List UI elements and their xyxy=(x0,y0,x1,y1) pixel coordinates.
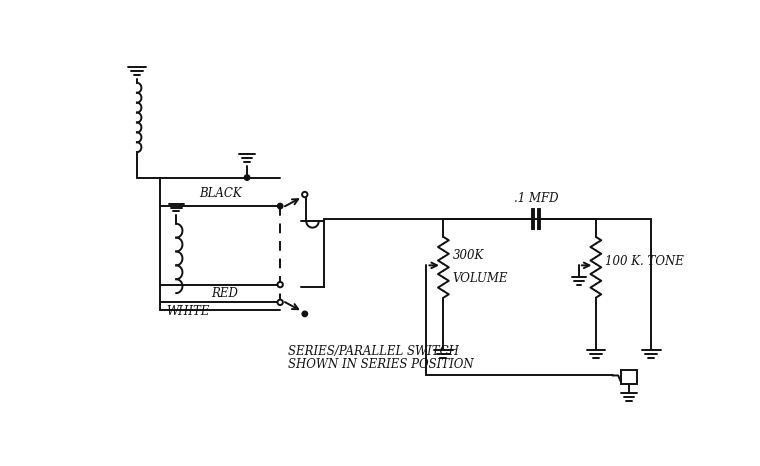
Text: RED: RED xyxy=(211,287,238,300)
Circle shape xyxy=(277,300,283,305)
Circle shape xyxy=(277,203,283,209)
Text: .1 MFD: .1 MFD xyxy=(514,192,558,206)
Bar xyxy=(620,370,638,384)
Circle shape xyxy=(302,311,308,316)
Text: VOLUME: VOLUME xyxy=(453,272,508,285)
Circle shape xyxy=(302,192,308,197)
Text: SHOWN IN SERIES POSITION: SHOWN IN SERIES POSITION xyxy=(288,358,473,371)
Text: 300K: 300K xyxy=(453,248,484,261)
Text: SERIES/PARALLEL SWITCH: SERIES/PARALLEL SWITCH xyxy=(288,345,459,358)
Text: BLACK: BLACK xyxy=(199,187,242,200)
Text: WHITE: WHITE xyxy=(166,305,210,318)
Circle shape xyxy=(277,282,283,288)
Circle shape xyxy=(245,175,250,180)
Text: 100 K. TONE: 100 K. TONE xyxy=(605,255,684,268)
